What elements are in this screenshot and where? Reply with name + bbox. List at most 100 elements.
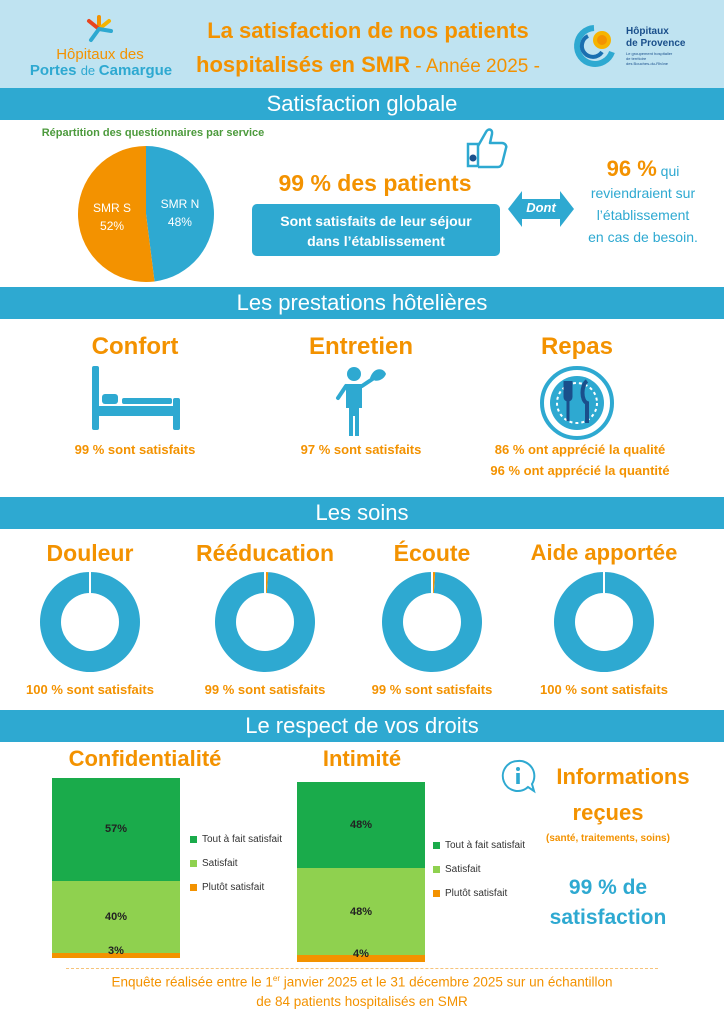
dont-label: Dont bbox=[526, 200, 556, 215]
pie-category-label: SMR N bbox=[161, 197, 200, 211]
confidentiality-title: Confidentialité bbox=[68, 746, 222, 771]
care-satisfaction-text: 99 % sont satisfaits bbox=[371, 682, 493, 697]
logo-right-sub1: Le groupement hospitalier bbox=[626, 51, 673, 56]
donut-hole bbox=[236, 593, 294, 651]
return-line1: 96 % qui bbox=[606, 156, 680, 181]
legend-label: Satisfait bbox=[202, 858, 238, 869]
return-line4: en cas de besoin. bbox=[588, 229, 698, 245]
confidentiality-stacked-bar: 57% 40% 3% bbox=[52, 778, 180, 958]
meals-text1: 86 % ont apprécié la qualité bbox=[494, 442, 666, 457]
bed-icon bbox=[92, 366, 180, 430]
bar-segment-satisfait: 40% bbox=[52, 880, 180, 953]
logo-right-line2: de Provence bbox=[626, 38, 686, 49]
legend-item: Plutôt satisfait bbox=[190, 882, 264, 893]
hopitaux-provence-logo-icon bbox=[574, 25, 615, 67]
meals-title: Repas bbox=[540, 333, 614, 360]
bar-value-label: 57% bbox=[104, 823, 128, 836]
return-line2: reviendraient sur bbox=[590, 185, 696, 201]
care-title: Aide apportée bbox=[530, 540, 678, 565]
title-line2: hospitalisés en SMR - Année 2025 - bbox=[196, 52, 540, 77]
legend-label: Plutôt satisfait bbox=[445, 888, 508, 899]
title-line1: La satisfaction de nos patients bbox=[207, 18, 529, 43]
pie-value-label: 52% bbox=[100, 219, 124, 233]
legend-swatch bbox=[433, 866, 440, 873]
section-global-band: Satisfaction globale bbox=[0, 88, 724, 120]
care-satisfaction-text: 100 % sont satisfaits bbox=[26, 682, 154, 697]
donut-hole bbox=[575, 593, 633, 651]
logo-left-line1: Hôpitaux des bbox=[56, 46, 144, 63]
care-title: Rééducation bbox=[195, 540, 335, 566]
bar-segment-tout-a-fait: 48% bbox=[297, 782, 425, 869]
return-block: 96 % qui reviendraient sur l’établisseme… bbox=[578, 158, 708, 248]
satisfied-line1: Sont satisfaits de leur séjour bbox=[280, 213, 472, 229]
legend-item: Tout à fait satisfait bbox=[190, 834, 282, 845]
legend-swatch bbox=[433, 890, 440, 897]
legend-item: Satisfait bbox=[433, 864, 481, 875]
care-title: Douleur bbox=[46, 540, 134, 566]
care-donut-chart bbox=[39, 572, 140, 672]
footer-line2: de 84 patients hospitalisés en SMR bbox=[256, 994, 468, 1009]
donut-hole bbox=[61, 593, 119, 651]
care-satisfaction-text: 100 % sont satisfaits bbox=[540, 682, 668, 697]
bar-segment-plutot: 3% bbox=[52, 945, 180, 958]
pie-slice-smr-n bbox=[146, 146, 215, 282]
legend-swatch bbox=[190, 836, 197, 843]
legend-item: Satisfait bbox=[190, 858, 238, 869]
service-pie-chart: SMR N 48% SMR S 52% bbox=[78, 146, 215, 282]
info-title2: reçues bbox=[572, 800, 644, 825]
care-title: Écoute bbox=[393, 540, 471, 566]
pie-value-label: 48% bbox=[168, 215, 192, 229]
comfort-title: Confort bbox=[91, 333, 179, 360]
footer-divider bbox=[66, 968, 658, 969]
legend-swatch bbox=[190, 860, 197, 867]
pie-slice-smr-s bbox=[78, 146, 155, 282]
cleaning-title: Entretien bbox=[308, 333, 413, 360]
info-sub: (santé, traitements, soins) bbox=[546, 833, 670, 844]
section-rights-band: Le respect de vos droits bbox=[0, 710, 724, 742]
pie-title: Répartition des questionnaires par servi… bbox=[41, 127, 265, 139]
info-title1: Informations bbox=[556, 764, 690, 789]
info-pct1: 99 % de bbox=[568, 876, 648, 899]
care-satisfaction-text: 99 % sont satisfaits bbox=[204, 682, 326, 697]
bar-value-label: 48% bbox=[349, 819, 373, 832]
bar-segment-plutot: 4% bbox=[297, 948, 425, 962]
legend-label: Tout à fait satisfait bbox=[445, 840, 526, 851]
comfort-text: 99 % sont satisfaits bbox=[74, 442, 196, 457]
info-bubble-icon bbox=[501, 759, 536, 794]
thumbs-up-icon bbox=[466, 128, 508, 169]
info-pct2: satisfaction bbox=[549, 906, 667, 929]
bar-segment-tout-a-fait: 57% bbox=[52, 778, 180, 881]
legend-swatch bbox=[190, 884, 197, 891]
meals-text2: 96 % ont apprécié la quantité bbox=[490, 463, 670, 478]
satisfied-line2: dans l’établissement bbox=[307, 233, 445, 249]
satisfied-box: Sont satisfaits de leur séjour dans l’ét… bbox=[252, 204, 500, 256]
care-donut-chart bbox=[553, 572, 654, 672]
cleaning-text: 97 % sont satisfaits bbox=[300, 442, 422, 457]
legend-swatch bbox=[433, 842, 440, 849]
sun-logo-icon bbox=[87, 15, 113, 42]
intimacy-stacked-bar: 48% 48% 4% bbox=[297, 782, 425, 962]
legend-label: Plutôt satisfait bbox=[202, 882, 265, 893]
legend-label: Satisfait bbox=[445, 864, 481, 875]
legend-label: Tout à fait satisfait bbox=[202, 834, 283, 845]
intimacy-title: Intimité bbox=[322, 746, 402, 771]
dont-arrow bbox=[508, 191, 574, 227]
logo-right-line1: Hôpitaux bbox=[626, 26, 669, 37]
bar-value-label: 48% bbox=[349, 905, 373, 918]
plate-cutlery-icon bbox=[540, 366, 614, 440]
logo-right-sub2: de territoire bbox=[626, 56, 647, 61]
bar-value-label: 3% bbox=[108, 945, 124, 958]
section-care-band: Les soins bbox=[0, 497, 724, 529]
cleaning-person-icon bbox=[336, 367, 386, 436]
care-donut-chart bbox=[381, 572, 482, 672]
bar-segment-satisfait: 48% bbox=[297, 868, 425, 955]
legend-item: Tout à fait satisfait bbox=[433, 840, 525, 851]
donut-hole bbox=[403, 593, 461, 651]
section-hotel-band: Les prestations hôtelières bbox=[0, 287, 724, 319]
pie-category-label: SMR S bbox=[93, 201, 131, 215]
care-donut-chart bbox=[214, 572, 315, 672]
bar-value-label: 4% bbox=[353, 948, 369, 961]
legend-item: Plutôt satisfait bbox=[433, 888, 507, 899]
footer-line1: Enquête réalisée entre le 1er janvier 20… bbox=[111, 974, 613, 990]
page-title: La satisfaction de nos patients hospital… bbox=[178, 14, 558, 84]
